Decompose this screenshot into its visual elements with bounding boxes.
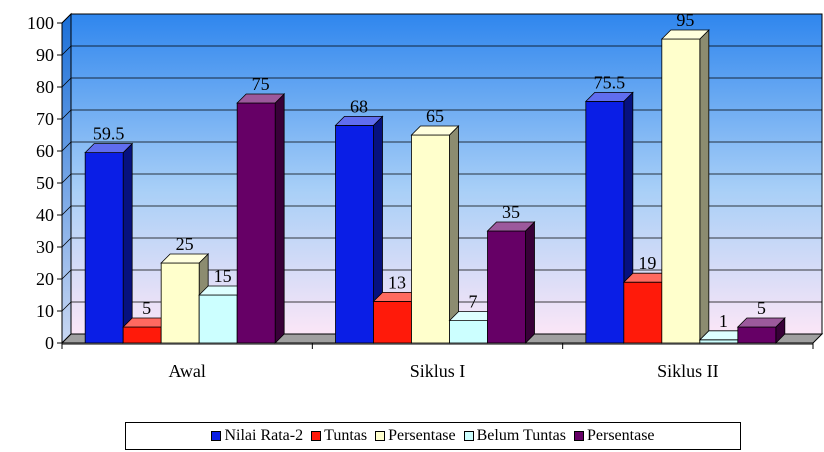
- data-label: 95: [676, 10, 694, 30]
- bar-top: [410, 125, 460, 136]
- data-label: 35: [502, 202, 520, 222]
- bar-front: [335, 125, 374, 344]
- chart-legend: Nilai Rata-2 Tuntas Persentase Belum Tuntas…: [125, 422, 741, 450]
- bar-front: [449, 320, 488, 344]
- bar-top: [660, 29, 710, 40]
- data-label: 75.5: [594, 72, 626, 92]
- bar-front: [198, 294, 238, 344]
- legend-label: Belum Tuntas: [476, 427, 566, 444]
- legend-label: Nilai Rata-2: [224, 427, 304, 444]
- legend-swatch: [463, 431, 474, 441]
- gridline-side: [61, 269, 72, 280]
- y-tick-label: 80: [36, 77, 54, 97]
- bar-front: [236, 102, 276, 344]
- data-label: 13: [388, 272, 406, 292]
- gridline-side: [61, 109, 72, 120]
- bar-front: [373, 300, 412, 344]
- y-tick-label: 60: [36, 141, 54, 161]
- bar-side: [449, 125, 459, 344]
- gridline-side: [61, 205, 72, 216]
- legend-swatch: [573, 431, 584, 441]
- bar-side: [699, 29, 710, 344]
- gridline-side: [61, 301, 72, 312]
- bar-top: [486, 221, 536, 232]
- bar-front: [122, 326, 162, 344]
- y-tick-label: 20: [36, 269, 54, 289]
- bar: [660, 29, 710, 344]
- data-label: 25: [176, 234, 194, 254]
- data-label: 65: [426, 106, 444, 126]
- bar: [236, 93, 286, 344]
- gridline-side: [61, 45, 72, 56]
- y-tick-label: 0: [45, 333, 54, 353]
- x-tick-label: Siklus II: [657, 361, 719, 381]
- plot-floor-edge: [62, 343, 813, 345]
- bar-front: [585, 101, 625, 344]
- legend-item: Persentase: [375, 427, 456, 445]
- x-tick-label: Siklus I: [410, 361, 466, 381]
- y-tick-label: 90: [36, 45, 54, 65]
- bar-top: [84, 143, 134, 154]
- data-label: 59.5: [93, 124, 125, 144]
- data-label: 68: [350, 96, 368, 116]
- bar-side: [525, 221, 535, 344]
- legend-swatch: [375, 431, 386, 441]
- legend-swatch: [311, 431, 322, 441]
- bar-front: [737, 326, 777, 344]
- legend-item: Tuntas: [311, 427, 367, 445]
- bar-front: [84, 152, 124, 344]
- gridline-side: [61, 141, 72, 152]
- data-label: 1: [719, 311, 728, 331]
- gridline-side: [61, 13, 72, 24]
- bar-top: [584, 92, 634, 102]
- bar-front: [487, 230, 526, 344]
- bar-front: [160, 262, 200, 344]
- bar-top: [334, 116, 384, 126]
- bar-chart: 0 10 20 30 40 50 60 70 80 90 100 Awal Siklus I Siklus…: [27, 10, 824, 381]
- gridline-side: [61, 237, 72, 248]
- legend-item: Belum Tuntas: [463, 427, 566, 445]
- gridline-side: [61, 173, 72, 184]
- y-tick-label: 50: [36, 173, 54, 193]
- bar-top: [736, 317, 786, 328]
- legend-item: Persentase: [573, 427, 655, 445]
- data-label: 5: [142, 298, 151, 318]
- gridline-side: [61, 77, 72, 88]
- bar-front: [411, 134, 450, 344]
- bar: [486, 221, 536, 344]
- bar-top: [160, 253, 210, 264]
- legend-label: Persentase: [586, 427, 655, 444]
- bar: [334, 115, 384, 344]
- legend-label: Persentase: [388, 427, 456, 444]
- data-label: 15: [214, 266, 232, 286]
- legend-swatch: [211, 431, 222, 441]
- bar-front: [661, 38, 701, 344]
- y-tick-label: 70: [36, 109, 54, 129]
- bar: [736, 317, 786, 344]
- y-tick-label: 10: [36, 301, 54, 321]
- bar-top: [236, 93, 286, 104]
- legend-item: Nilai Rata-2: [211, 427, 303, 445]
- data-label: 75: [252, 74, 270, 94]
- bar-side: [274, 93, 285, 344]
- y-tick-label: 30: [36, 237, 54, 257]
- y-tick-label: 100: [27, 13, 54, 33]
- bar-side: [122, 142, 133, 344]
- data-label: 7: [469, 292, 478, 312]
- data-label: 19: [638, 253, 656, 273]
- x-tick-label: Awal: [168, 361, 205, 381]
- y-tick-label: 40: [36, 205, 54, 225]
- bar-front: [623, 281, 663, 344]
- legend-label: Tuntas: [324, 427, 368, 444]
- data-label: 5: [757, 298, 766, 318]
- bar-front: [699, 339, 739, 344]
- bar: [84, 142, 134, 344]
- bar: [410, 125, 460, 344]
